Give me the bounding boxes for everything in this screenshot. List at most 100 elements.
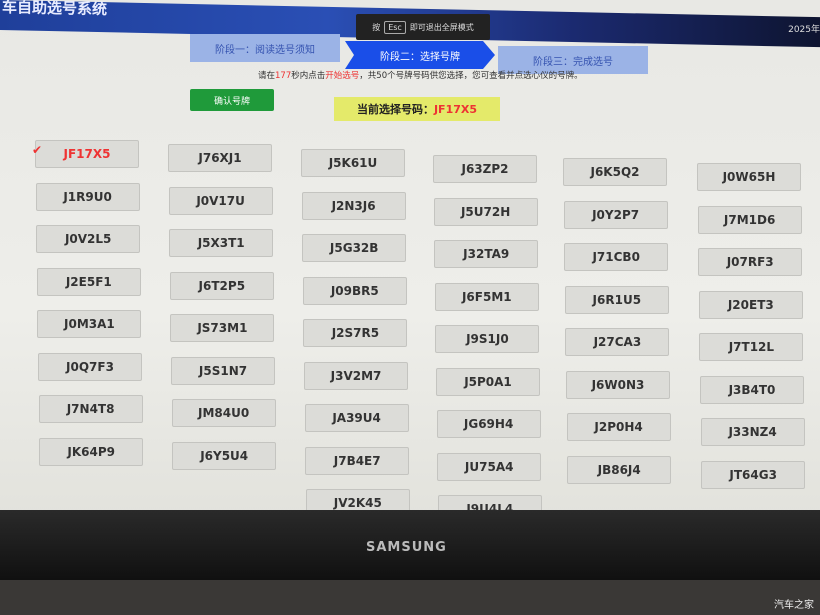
monitor-bezel <box>0 510 820 580</box>
plate-number: J3V2M7 <box>330 368 382 383</box>
plate-number: JK64P9 <box>67 444 115 459</box>
date: 2025年 <box>788 25 820 35</box>
instruction: 请在177秒内点击开始选号，共50个号牌号码供您选择，您可查看并点选心仪的号牌。 <box>258 69 583 81</box>
instr-text: ，共50个号牌号码供您选择，您可查看并点选心仪的号牌。 <box>359 71 583 81</box>
plate-number: J3B4T0 <box>728 382 776 397</box>
plate-option[interactable]: JU75A4 <box>437 452 542 481</box>
plate-number: J76XJ1 <box>198 151 242 165</box>
plate-option[interactable]: J3V2M7 <box>304 361 408 390</box>
plate-number: J6Y5U4 <box>200 448 249 463</box>
countdown: 177 <box>275 71 292 81</box>
plate-option[interactable]: J76XJ1 <box>168 144 272 172</box>
plate-option[interactable]: J0V2L5 <box>36 225 141 253</box>
plate-number: JV2K45 <box>333 496 382 510</box>
plate-number: JT64G3 <box>729 467 777 482</box>
stage-2: 阶段二：选择号牌 <box>345 41 495 69</box>
plate-option[interactable]: JA39U4 <box>304 404 409 432</box>
plate-option[interactable]: J7T12L <box>699 333 804 361</box>
plate-option[interactable]: J2E5F1 <box>36 267 141 296</box>
current-plate: JF17X5 <box>433 102 478 116</box>
plate-option[interactable]: J71CB0 <box>564 243 669 271</box>
plate-number: J9S1J0 <box>466 332 509 346</box>
plate-option[interactable]: JB86J4 <box>567 455 672 484</box>
plate-option[interactable]: J6K5Q2 <box>563 158 667 186</box>
app-title: 车自助选号系统 <box>2 0 108 19</box>
plate-number: J7B4E7 <box>333 453 381 468</box>
plate-number: J5P0A1 <box>464 374 512 389</box>
current-selection: 当前选择号码： JF17X5 <box>334 97 500 121</box>
plate-option[interactable]: J07RF3 <box>698 248 803 276</box>
plate-number: J5S1N7 <box>198 363 248 378</box>
plate-option[interactable]: J6F5M1 <box>434 282 539 311</box>
plate-option[interactable]: J0Q7F3 <box>38 352 142 381</box>
plate-option[interactable]: J5S1N7 <box>171 356 275 385</box>
plate-option[interactable]: JT64G3 <box>701 460 806 489</box>
plate-option[interactable]: J2S7R5 <box>303 319 408 347</box>
plate-number: J33NZ4 <box>728 425 777 439</box>
plate-option[interactable]: J7B4E7 <box>305 446 410 475</box>
plate-option[interactable]: JK64P9 <box>39 437 144 466</box>
plate-option[interactable]: J33NZ4 <box>700 418 805 446</box>
plate-number: J6W0N3 <box>591 377 645 392</box>
plate-option[interactable]: J5G32B <box>302 234 407 262</box>
plate-option[interactable]: J6R1U5 <box>564 285 669 314</box>
plate-number: J71CB0 <box>592 250 640 264</box>
plate-option[interactable]: ✔ JF17X5 <box>32 140 139 168</box>
plate-option[interactable]: J5P0A1 <box>436 367 540 396</box>
confirm-plate-button[interactable]: 确认号牌 <box>190 89 274 111</box>
plate-number: J2E5F1 <box>65 274 112 289</box>
plate-option[interactable]: J2N3J6 <box>301 191 406 220</box>
plate-number: J1R9U0 <box>63 189 112 204</box>
plate-number: J09BR5 <box>330 283 379 298</box>
plate-number: J5K61U <box>328 156 378 170</box>
screen: 车自助选号系统 2025年 按 Esc 即可退出全屏模式 阶段一：阅读选号须知 … <box>0 0 820 520</box>
plate-option[interactable]: J6T2P5 <box>169 271 274 300</box>
instr-text: 请在 <box>258 71 276 81</box>
start-link[interactable]: 开始选号 <box>325 71 360 81</box>
plate-option[interactable]: J0W65H <box>697 163 801 191</box>
plate-option[interactable]: J0M3A1 <box>37 310 142 338</box>
plate-number: JB86J4 <box>597 462 641 477</box>
plate-number: J5X3T1 <box>197 236 245 250</box>
plate-number: J7N4T8 <box>66 402 115 416</box>
plate-option[interactable]: JG69H4 <box>436 410 541 438</box>
plate-number: JU75A4 <box>464 459 514 474</box>
watermark: 汽车之家 <box>774 600 814 611</box>
plate-option[interactable]: J5K61U <box>301 149 405 177</box>
plate-option[interactable]: J1R9U0 <box>35 182 140 211</box>
plate-option[interactable]: J32TA9 <box>434 240 539 268</box>
plate-option[interactable]: J0Y2P7 <box>563 200 668 229</box>
plate-option[interactable]: J7M1D6 <box>697 205 802 234</box>
instr-text: 秒内点击 <box>291 71 326 81</box>
plate-option[interactable]: J3B4T0 <box>700 375 804 404</box>
plate-option[interactable]: J6Y5U4 <box>172 441 277 470</box>
esc-key: Esc <box>384 20 406 34</box>
plate-option[interactable]: J0V17U <box>168 186 273 215</box>
plate-number: JA39U4 <box>332 411 381 425</box>
plate-option[interactable]: J20ET3 <box>698 290 803 319</box>
plate-number: J2P0H4 <box>594 420 643 434</box>
plate-option[interactable]: JS73M1 <box>170 314 275 342</box>
plate-option[interactable]: J5U72H <box>433 197 538 226</box>
plate-option[interactable]: J6W0N3 <box>566 370 670 399</box>
plate-option[interactable]: J9S1J0 <box>435 325 540 353</box>
plate-option[interactable]: J09BR5 <box>302 276 407 305</box>
plate-number: J2N3J6 <box>331 198 376 213</box>
plate-option[interactable]: J63ZP2 <box>433 155 537 183</box>
plate-number: J0V17U <box>196 193 245 208</box>
plate-number: JM84U0 <box>197 406 250 420</box>
toast-prefix: 按 <box>372 22 381 32</box>
plate-option[interactable]: J5X3T1 <box>169 229 274 257</box>
plate-option[interactable]: JM84U0 <box>171 399 276 427</box>
plate-number: JF17X5 <box>63 147 111 161</box>
plate-option[interactable]: J7N4T8 <box>38 395 143 423</box>
plate-number: J32TA9 <box>463 247 510 261</box>
plate-option[interactable]: J2P0H4 <box>566 413 671 441</box>
plate-number: J6K5Q2 <box>590 165 640 179</box>
plate-number: J7T12L <box>728 340 775 354</box>
plate-option[interactable]: J27CA3 <box>565 328 670 356</box>
plate-number: J2S7R5 <box>331 326 380 340</box>
plate-number: J63ZP2 <box>461 162 509 176</box>
plate-number: J0Q7F3 <box>66 359 114 374</box>
plate-number: J5U72H <box>460 204 511 219</box>
